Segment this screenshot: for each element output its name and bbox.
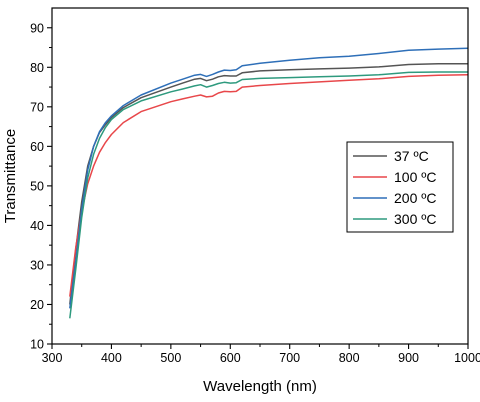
x-tick-label: 300 (42, 351, 63, 365)
y-tick-label: 50 (30, 179, 44, 193)
x-tick-label: 500 (160, 351, 181, 365)
axis-layer: 300 400 500 600 700 800 900 1000 10 20 30 40 50 60 70 8… (30, 21, 480, 365)
series-layer (69, 47, 469, 319)
y-tick-label: 80 (30, 61, 44, 75)
series-line-3 (69, 47, 469, 309)
y-tick-label: 20 (30, 298, 44, 312)
y-tick-label: 70 (30, 100, 44, 114)
x-tick-label: 1000 (454, 351, 480, 365)
x-tick-label: 700 (279, 351, 300, 365)
x-axis-title: Wavelength (nm) (203, 378, 317, 395)
legend-label: 37 ºC (394, 148, 429, 164)
y-tick-label: 30 (30, 258, 44, 272)
y-axis-title: Transmittance (2, 129, 19, 223)
series-line-2 (69, 74, 469, 297)
legend-label: 200 ºC (394, 190, 436, 206)
y-tick-label: 40 (30, 219, 44, 233)
legend-label: 300 ºC (394, 211, 436, 227)
y-tick-label: 60 (30, 140, 44, 154)
y-tick-label: 10 (30, 338, 44, 352)
legend-label: 100 ºC (394, 169, 436, 185)
legend: 37 ºC 100 ºC 200 ºC 300 ºC (346, 141, 454, 233)
legend-box (346, 141, 454, 233)
x-tick-label: 800 (339, 351, 360, 365)
y-tick-label: 90 (30, 21, 44, 35)
x-tick-label: 600 (220, 351, 241, 365)
series-line-4 (69, 71, 468, 319)
x-tick-label: 400 (101, 351, 122, 365)
x-tick-label: 900 (398, 351, 419, 365)
